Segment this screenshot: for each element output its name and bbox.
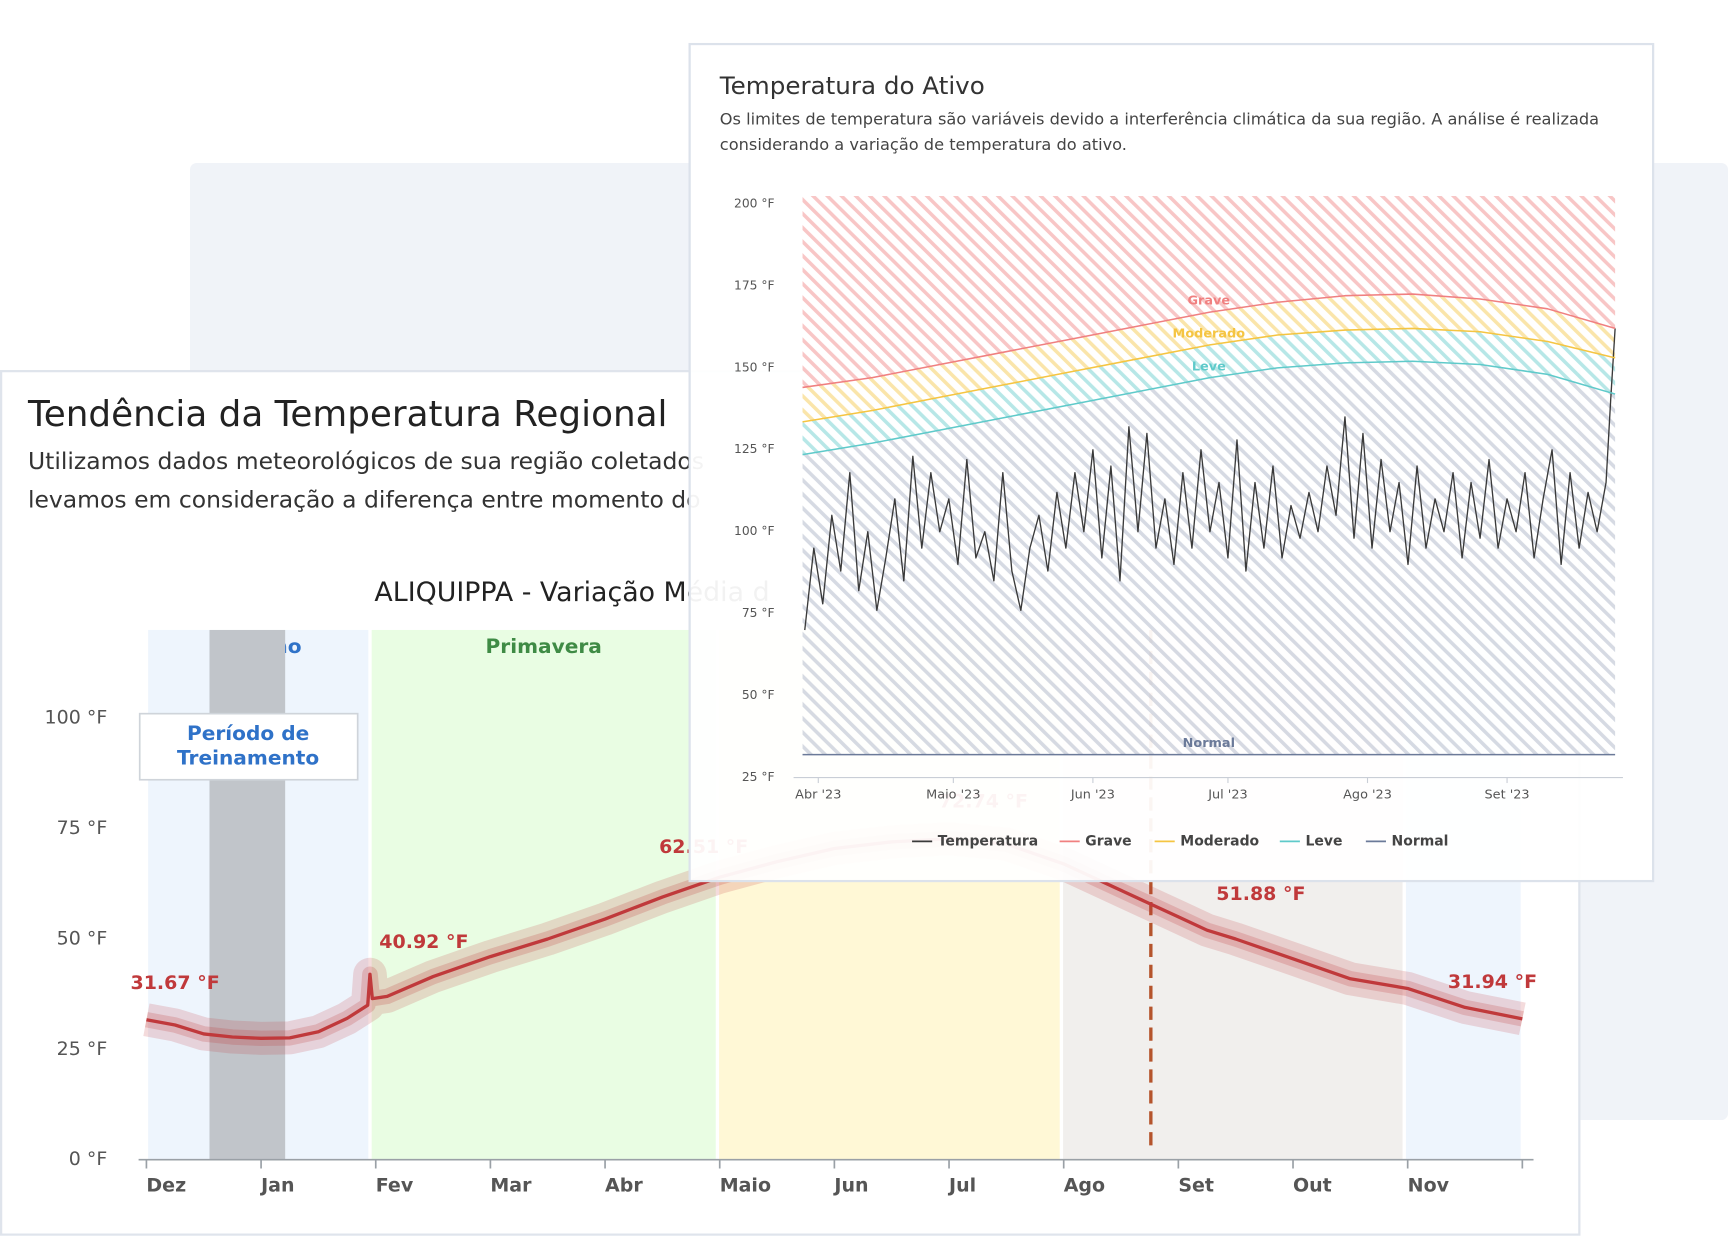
series-line [802,360,1616,456]
card-description: Utilizamos dados meteorológicos de sua r… [28,448,704,475]
y-tick-label: 0 °F [69,1148,108,1170]
series-line [802,327,1616,423]
x-tick-label: Abr [605,1175,643,1197]
threshold-label: Leve [1192,359,1226,374]
card-title: Temperatura do Ativo [719,71,985,100]
x-tick-label: Jun [832,1175,868,1197]
series-line [802,293,1616,389]
legend-label: Temperatura [938,833,1038,849]
card-description: considerando a variação de temperatura d… [720,135,1127,154]
threshold-zone [802,294,1616,422]
season-label: Primavera [486,634,602,658]
legend-label: Moderado [1180,833,1259,849]
threshold-zone [802,361,1616,755]
x-tick-label: Ago [1064,1175,1105,1197]
y-tick-label: 100 °F [734,524,775,538]
card-title: Tendência da Temperatura Regional [27,394,668,435]
x-tick-label: Mar [490,1175,532,1197]
x-tick-label: Nov [1408,1175,1450,1197]
training-label: Período de [187,721,309,745]
threshold-label: Normal [1183,736,1235,751]
threshold-zone [802,196,1616,388]
card-description: levamos em consideração a diferença entr… [28,487,701,514]
legend-label: Normal [1392,833,1449,849]
y-tick-label: 175 °F [734,278,775,292]
threshold-label: Grave [1187,294,1230,309]
season-band [371,629,716,1160]
x-tick-label: Fev [376,1175,414,1197]
y-tick-label: 75 °F [57,817,108,839]
y-tick-label: 25 °F [57,1038,108,1060]
x-tick-label: Jan [259,1175,294,1197]
y-tick-label: 100 °F [45,707,108,729]
threshold-label: Moderado [1173,327,1246,342]
data-label: 51.88 °F [1216,883,1305,905]
legend-label: Leve [1306,833,1343,849]
training-box [138,712,359,781]
y-tick-label: 125 °F [734,442,775,456]
y-tick-label: 50 °F [742,688,775,702]
data-label: 31.67 °F [130,972,219,994]
y-tick-label: 200 °F [734,196,775,210]
y-tick-label: 25 °F [742,770,775,784]
x-tick-label: Set [1178,1175,1214,1197]
line [146,837,1523,1040]
x-tick-label: Jun '23 [1070,788,1115,803]
legend-label: Grave [1085,833,1131,849]
y-tick-label: 50 °F [57,928,108,950]
data-label: 31.94 °F [1448,971,1537,993]
asset-card: Temperatura do Ativo Os limites de tempe… [688,42,1655,883]
x-tick-label: Jul '23 [1207,788,1247,803]
threshold-zone [802,328,1616,455]
x-tick-label: Maio [720,1175,771,1197]
x-tick-label: Set '23 [1485,788,1530,803]
x-tick-label: Out [1293,1175,1332,1197]
training-label: Treinamento [177,745,319,769]
x-tick-label: Jul [947,1175,976,1197]
card-description: Os limites de temperatura são variáveis … [720,110,1599,129]
training-band [209,629,286,1160]
data-label: 40.92 °F [379,931,468,953]
x-tick-label: Dez [146,1175,186,1197]
y-tick-label: 75 °F [742,606,775,620]
x-tick-label: Maio '23 [926,788,980,803]
x-tick-label: Abr '23 [795,788,841,803]
y-tick-label: 150 °F [734,360,775,374]
series-line [804,328,1616,631]
x-tick-label: Ago '23 [1343,788,1392,803]
